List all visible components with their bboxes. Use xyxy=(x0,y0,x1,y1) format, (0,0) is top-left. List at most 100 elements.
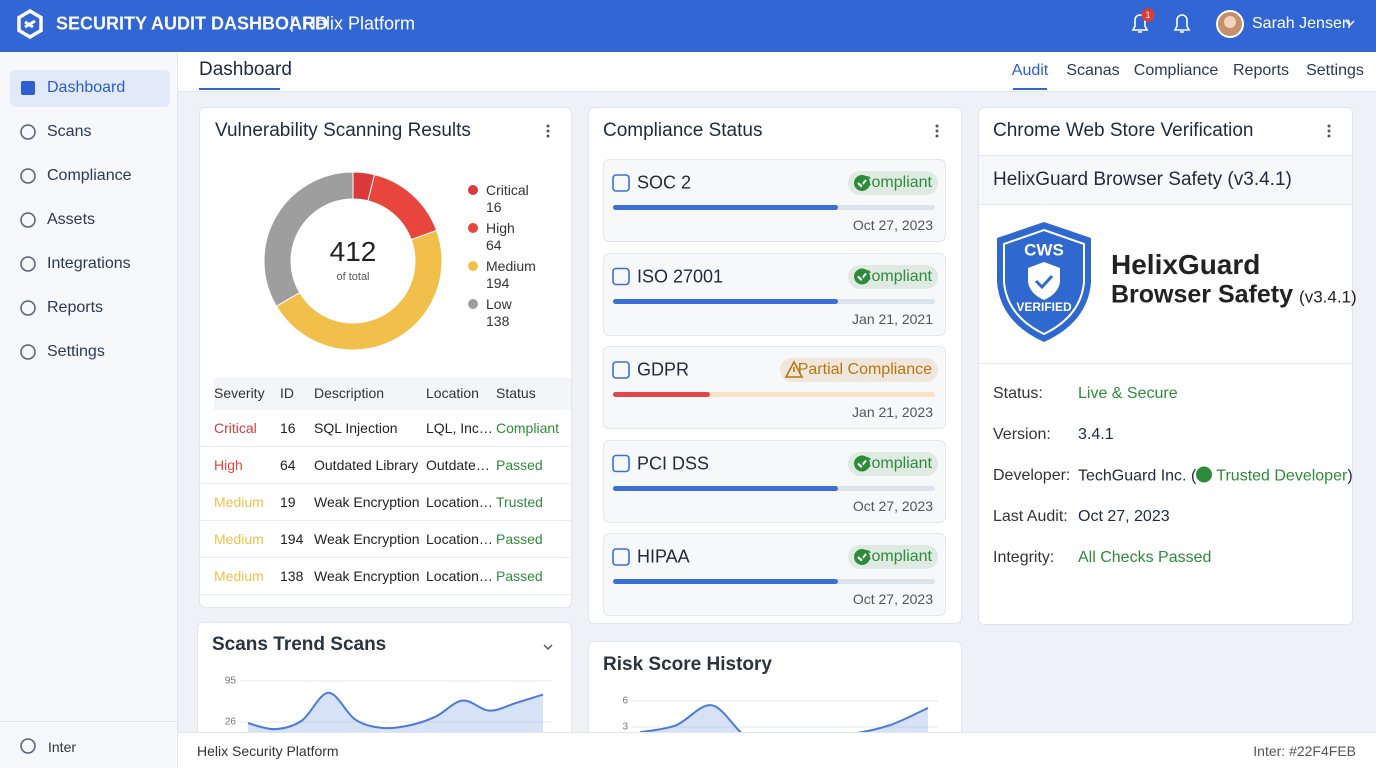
platform-name: Helix Platform xyxy=(303,13,416,34)
field-label: Developer: xyxy=(993,467,1071,484)
menu-dot xyxy=(546,124,550,128)
divider xyxy=(0,721,178,722)
compliance-name: HIPAA xyxy=(637,546,690,567)
badge-text: VERIFIED xyxy=(1016,300,1072,314)
table-cell: Trusted xyxy=(496,494,543,510)
table-cell: SQL Injection xyxy=(314,420,398,436)
compliance-date: Oct 27, 2023 xyxy=(852,591,933,607)
sidebar-footer: Inter xyxy=(48,739,77,755)
table-cell: High xyxy=(214,457,243,473)
card-title: Risk Score History xyxy=(603,654,772,675)
tab[interactable]: Audit xyxy=(1011,62,1049,79)
check-mark xyxy=(857,272,867,281)
nav-item[interactable]: Settings xyxy=(47,343,105,360)
table-cell: Passed xyxy=(496,457,543,473)
tab-underline xyxy=(1013,88,1047,90)
table-cell: Passed xyxy=(496,568,543,584)
table-cell: Medium xyxy=(214,531,264,547)
table-cell: 138 xyxy=(280,568,304,584)
notification-count: 1 xyxy=(1145,10,1151,20)
legend-dot xyxy=(468,223,478,233)
shield-inner xyxy=(1003,228,1085,336)
row-divider xyxy=(199,446,571,447)
nav-icon xyxy=(20,124,36,140)
legend-value: 16 xyxy=(486,199,502,215)
y-tick-label: 6 xyxy=(622,696,628,707)
status-pill xyxy=(780,358,938,382)
legend-label: Medium xyxy=(486,258,536,274)
table-cell: Weak Encryption xyxy=(314,494,420,510)
table-header-bg xyxy=(214,378,571,410)
nav-item[interactable]: Compliance xyxy=(47,167,132,184)
nav-item[interactable]: Integrations xyxy=(47,255,131,272)
legend-value: 194 xyxy=(486,275,510,291)
tab[interactable]: Compliance xyxy=(1133,62,1219,79)
product-name: HelixGuard xyxy=(1111,249,1261,280)
field-value: All Checks Passed xyxy=(1078,549,1212,566)
compliance-name: SOC 2 xyxy=(637,172,692,193)
suffix: ) xyxy=(1347,467,1353,485)
table-cell: Location… xyxy=(426,568,493,584)
donut-segment xyxy=(263,171,354,307)
version: (v3.4.1) xyxy=(1299,287,1357,307)
compliance-status: Compliant xyxy=(859,174,932,191)
table-cell: 64 xyxy=(280,457,296,473)
product-line: Browser Safety (v3.4.1) xyxy=(1111,280,1357,309)
column-header: Status xyxy=(496,385,536,401)
user-name[interactable]: Sarah Jensen xyxy=(1252,15,1351,32)
table-cell: Weak Encryption xyxy=(314,568,420,584)
nav-icon xyxy=(20,168,36,184)
top-bar xyxy=(178,52,1376,92)
table-cell: Medium xyxy=(214,568,264,584)
table-cell: Passed xyxy=(496,531,543,547)
compliance-icon xyxy=(612,174,630,192)
check-mark xyxy=(857,459,867,468)
check-mark xyxy=(857,179,867,188)
footer-text: Helix Security Platform xyxy=(197,743,339,759)
compliance-icon xyxy=(612,454,630,473)
menu-dot xyxy=(546,129,550,133)
compliance-name: GDPR xyxy=(637,359,690,380)
check-icon xyxy=(854,175,870,191)
table-cell: Critical xyxy=(214,420,257,436)
line xyxy=(247,691,544,731)
logo xyxy=(24,19,36,29)
table-cell: Location… xyxy=(426,531,493,547)
column-header: ID xyxy=(280,385,294,401)
nav-item[interactable]: Assets xyxy=(47,211,96,228)
row-divider xyxy=(199,483,571,484)
column-header: Description xyxy=(314,385,385,401)
check-icon xyxy=(1196,466,1213,483)
tab[interactable]: Reports xyxy=(1232,62,1290,79)
nav-item[interactable]: Reports xyxy=(47,299,104,316)
menu-dot xyxy=(1327,129,1331,133)
nav-icon xyxy=(21,81,35,95)
compliance-date: Jan 21, 2023 xyxy=(852,404,933,420)
card-title: Scans Trend Scans xyxy=(212,634,387,655)
check-icon xyxy=(854,549,870,565)
nav-item[interactable]: Scans xyxy=(47,123,92,140)
chevron xyxy=(1345,20,1355,27)
donut-segment xyxy=(367,174,438,241)
field-value: Live & Secure xyxy=(1078,385,1178,402)
tab[interactable]: Settings xyxy=(1306,62,1364,79)
nav-icon xyxy=(20,256,36,272)
chevron xyxy=(543,644,553,650)
check-icon xyxy=(854,268,870,285)
field-value: 3.4.1 xyxy=(1078,426,1114,443)
bell-icon xyxy=(1173,14,1191,33)
menu-dot xyxy=(1327,134,1331,138)
tab[interactable]: Scanas xyxy=(1066,62,1120,79)
brand-title: SECURITY AUDIT DASHBOARD xyxy=(56,13,329,34)
legend-value: 138 xyxy=(486,313,510,329)
table-cell: Medium xyxy=(214,494,264,510)
compliance-icon xyxy=(612,267,630,286)
progress-track xyxy=(613,392,935,397)
sidebar xyxy=(0,52,178,768)
compliance-item xyxy=(603,159,946,242)
nav-item[interactable]: Dashboard xyxy=(47,79,126,96)
table-cell: Compliant xyxy=(496,420,560,436)
footer-text: Inter: #22F4FEB xyxy=(1253,743,1356,759)
card-title: Compliance Status xyxy=(603,120,763,141)
compliance-name: PCI DSS xyxy=(637,453,710,473)
